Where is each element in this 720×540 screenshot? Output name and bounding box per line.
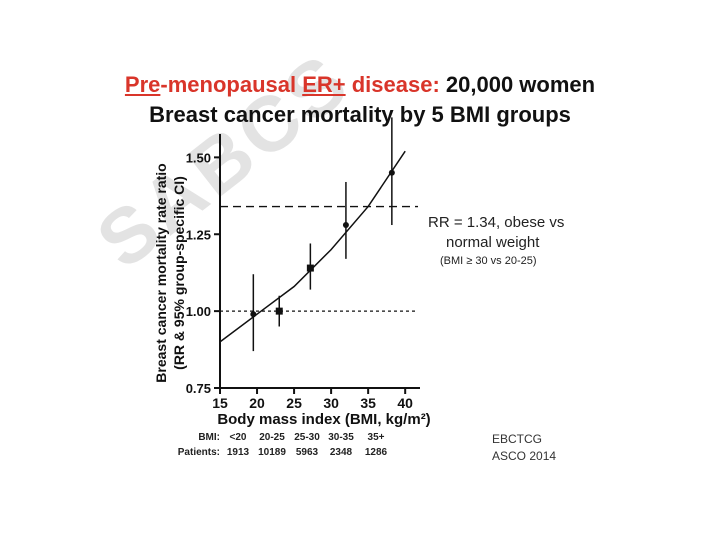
title-menopausal: -menopausal: [160, 72, 303, 97]
y-axis-title-line2: (RR & 95% group-specific CI): [171, 176, 187, 370]
trend-curve: [219, 150, 406, 343]
y-tick-label: 0.75: [186, 381, 211, 396]
data-points: [250, 117, 395, 352]
y-tick-label: 1.50: [186, 150, 211, 165]
point-circle-1: [250, 311, 257, 318]
point-circle-5: [388, 169, 395, 176]
bmi-group-cell-1: <20: [229, 432, 247, 443]
reference-lines: [220, 205, 418, 312]
bmi-group-cell-3: 25-30: [294, 432, 320, 443]
y-tick-label: 1.00: [186, 304, 211, 319]
x-tick-label: 20: [249, 395, 265, 411]
bmi-group-cell-2: 20-25: [259, 432, 285, 443]
patients-cell-3: 5963: [295, 447, 319, 458]
x-axis-title: Body mass index (BMI, kg/m²): [217, 411, 430, 428]
patients-cell-4: 2348: [329, 447, 353, 458]
title-er: ER+: [302, 72, 346, 97]
x-tick-label: 15: [212, 395, 228, 411]
bmi-group-cell-5: 35+: [367, 432, 385, 443]
title-pre: Pre: [124, 72, 161, 97]
y-axis-title-line1: Breast cancer mortality rate ratio: [153, 163, 169, 382]
patients-cell-1: 1913: [226, 447, 250, 458]
patients-cell-2: 10189: [258, 447, 286, 458]
bmi-row-label: BMI:: [198, 432, 220, 443]
rr-annotation-line3: (BMI ≥ 30 vs 20-25): [440, 255, 537, 267]
title-women: 20,000 women: [445, 72, 596, 97]
point-square-3: [306, 264, 314, 272]
page-title-line2: Breast cancer mortality by 5 BMI groups: [149, 102, 571, 127]
source-line2: ASCO 2014: [492, 449, 557, 463]
bmi-group-cell-4: 30-35: [328, 432, 354, 443]
source-line1: EBCTCG: [492, 432, 543, 446]
rr-annotation-line2: normal weight: [446, 234, 540, 251]
page-title-line1: Pre-menopausal ER+ disease: 20,000 women: [0, 72, 720, 98]
patients-row-label: Patients:: [177, 447, 220, 458]
x-tick-label: 30: [323, 395, 339, 411]
x-tick-label: 25: [286, 395, 302, 411]
x-tick-label: 35: [360, 395, 376, 411]
trend-line: [219, 150, 406, 343]
patients-cell-5: 1286: [364, 447, 388, 458]
rr-annotation-line1: RR = 1.34, obese vs: [428, 214, 565, 231]
point-square-2: [275, 307, 283, 315]
x-tick-label: 40: [397, 395, 413, 411]
point-circle-4: [342, 222, 349, 229]
chart-axes: [214, 134, 420, 394]
y-tick-label: 1.25: [186, 227, 211, 242]
title-disease: disease:: [345, 72, 446, 97]
